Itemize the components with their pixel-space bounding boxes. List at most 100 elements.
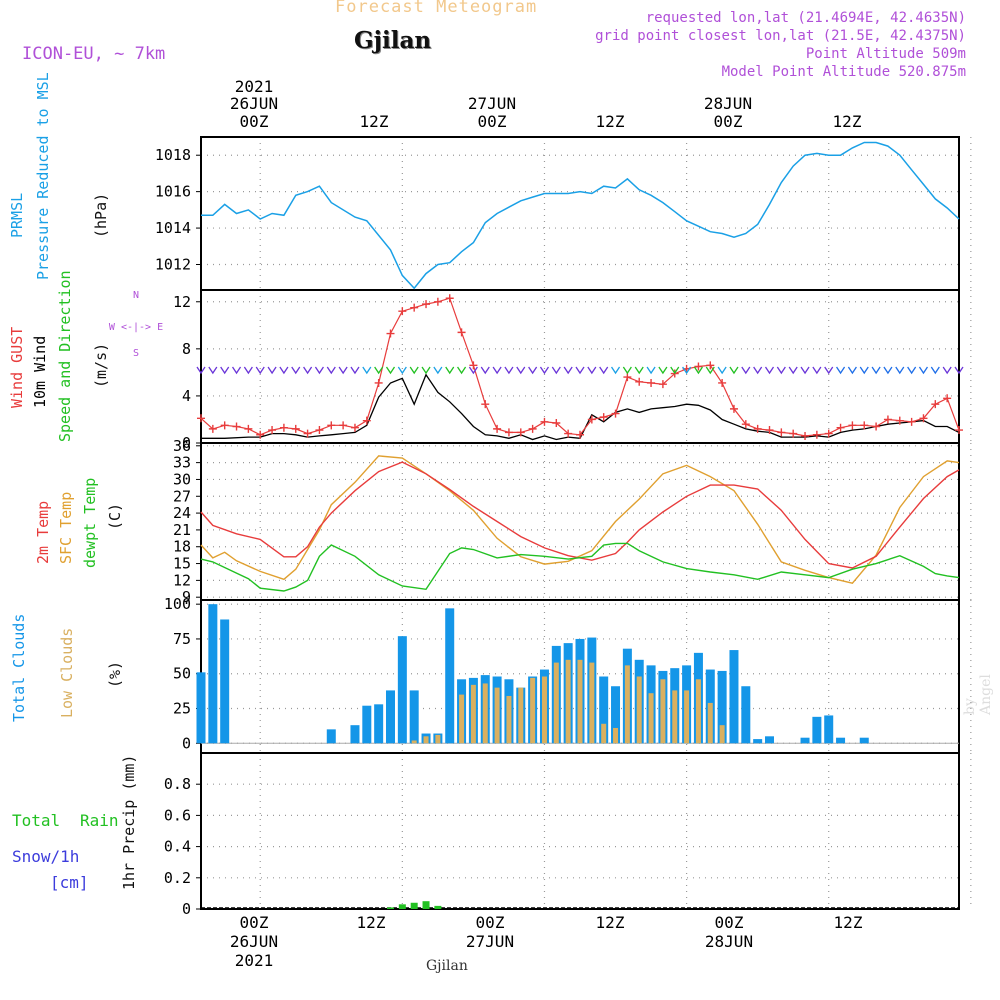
wind-direction-arrow [812,366,822,375]
wind-direction-arrow [658,366,668,375]
gust-marker [670,369,679,378]
total-cloud-bar [397,636,407,744]
wind-direction-arrow [492,366,502,375]
wind-direction-arrow [918,366,929,375]
y-tick-label: 4 [182,387,191,405]
totalcloud-label: Total Clouds [10,614,28,722]
rain-label: Rain [80,811,119,830]
low-cloud-bar [695,679,701,744]
wind-direction-arrow [622,366,632,375]
gust-marker [291,424,300,433]
wind-direction-arrow [942,366,952,375]
y-tick-label: 0 [182,734,191,752]
wind-direction-arrow [303,366,313,375]
gust-marker [386,329,395,338]
bottom-time-label: 00Z [715,913,744,932]
wind-unit: (m/s) [92,343,110,388]
wind-direction-arrow [457,366,467,375]
low-cloud-bar [470,684,476,744]
wind-direction-arrow [682,366,692,375]
gridpoint-location: grid point closest lon,lat (21.5E, 42.43… [595,28,966,44]
panel-frame [200,136,960,291]
wind-direction-arrow [705,366,715,375]
low-cloud-bar [589,662,595,744]
y-tick-label: 25 [173,699,191,717]
gust-marker [208,424,217,433]
model-label: ICON-EU, ~ 7km [22,44,166,64]
plot-layer: 1012101410161018048129121518212427303336… [155,136,972,918]
top-time-label: 12Z [833,112,862,131]
total-cloud-bar [634,659,644,744]
wind-direction-arrow [883,366,893,375]
rain-bar [422,901,430,909]
total-cloud-bar [693,652,703,744]
top-time-label: 12Z [360,112,389,131]
rain-bar [410,902,418,909]
panel-frame [200,599,960,754]
gust-marker [362,416,371,425]
gust-marker [718,378,727,387]
pressure-label: Pressure Reduced to MSL [34,72,52,280]
total-cloud-bar [717,670,727,744]
low-cloud-bar [553,662,559,744]
lowcloud-label: Low Clouds [58,628,76,718]
y-tick-label: 100 [164,595,191,613]
gust-marker [279,423,288,432]
total-cloud-bar [492,676,502,744]
bottom-year-label: 2021 [235,951,274,970]
temp2m-label: 2m Temp [34,501,52,564]
wind-label: 10m Wind [31,336,49,408]
total-cloud-bar [504,679,514,744]
y-tick-label: 27 [173,487,191,505]
wind-direction-arrow [433,366,443,375]
total-cloud-bar [480,675,490,744]
total-cloud-bar [729,650,739,744]
gust-marker [564,429,573,438]
top-time-label: 00Z [478,112,507,131]
wind-direction-arrow [350,366,360,375]
y-tick-label: 0.2 [164,869,191,887]
low-cloud-bar [494,687,500,744]
wind-direction-arrow [741,366,751,375]
gust-marker [860,421,869,430]
wind-direction-arrow [551,366,561,375]
y-tick-label: 1012 [155,256,191,274]
gust-marker [504,428,513,437]
total-cloud-bar [551,645,561,744]
bottom-time-label: 12Z [834,913,863,932]
total-cloud-bar [836,737,846,744]
gust-marker [919,414,928,423]
gust-marker [457,328,466,337]
gust-marker [528,424,537,433]
wind-direction-arrow [539,366,550,375]
wind-direction-arrow [397,366,407,375]
gust-marker [422,300,431,309]
total-cloud-bar [611,686,621,744]
snow-label: Snow/1h [12,847,79,866]
wind-direction-arrow [776,366,786,375]
temp-unit: (C) [106,503,124,530]
y-tick-label: 15 [173,555,191,573]
total-cloud-bar [516,687,526,744]
wind-direction-arrow [930,366,940,375]
wind-direction-arrow [693,366,703,375]
wind-direction-arrow [255,366,265,375]
gust-marker [256,430,265,439]
y-tick-label: 0.8 [164,775,191,793]
compass-we: W <-|-> E [109,322,163,333]
low-cloud-bar [624,665,630,744]
gust-marker [339,421,348,430]
gust-marker [623,373,632,382]
y-tick-label: 1018 [155,146,191,164]
low-cloud-bar [719,725,725,744]
low-cloud-bar [518,687,524,744]
wind-direction-arrow [824,366,834,375]
total-cloud-bar [386,690,395,744]
y-tick-label: 75 [173,630,191,648]
top-time-label: 12Z [596,112,625,131]
compass-north: N [133,290,139,301]
wind-direction-arrow [670,366,680,375]
y-tick-label: 36 [173,437,191,455]
bottom-time-label: 12Z [596,913,625,932]
gust-marker [398,307,407,316]
